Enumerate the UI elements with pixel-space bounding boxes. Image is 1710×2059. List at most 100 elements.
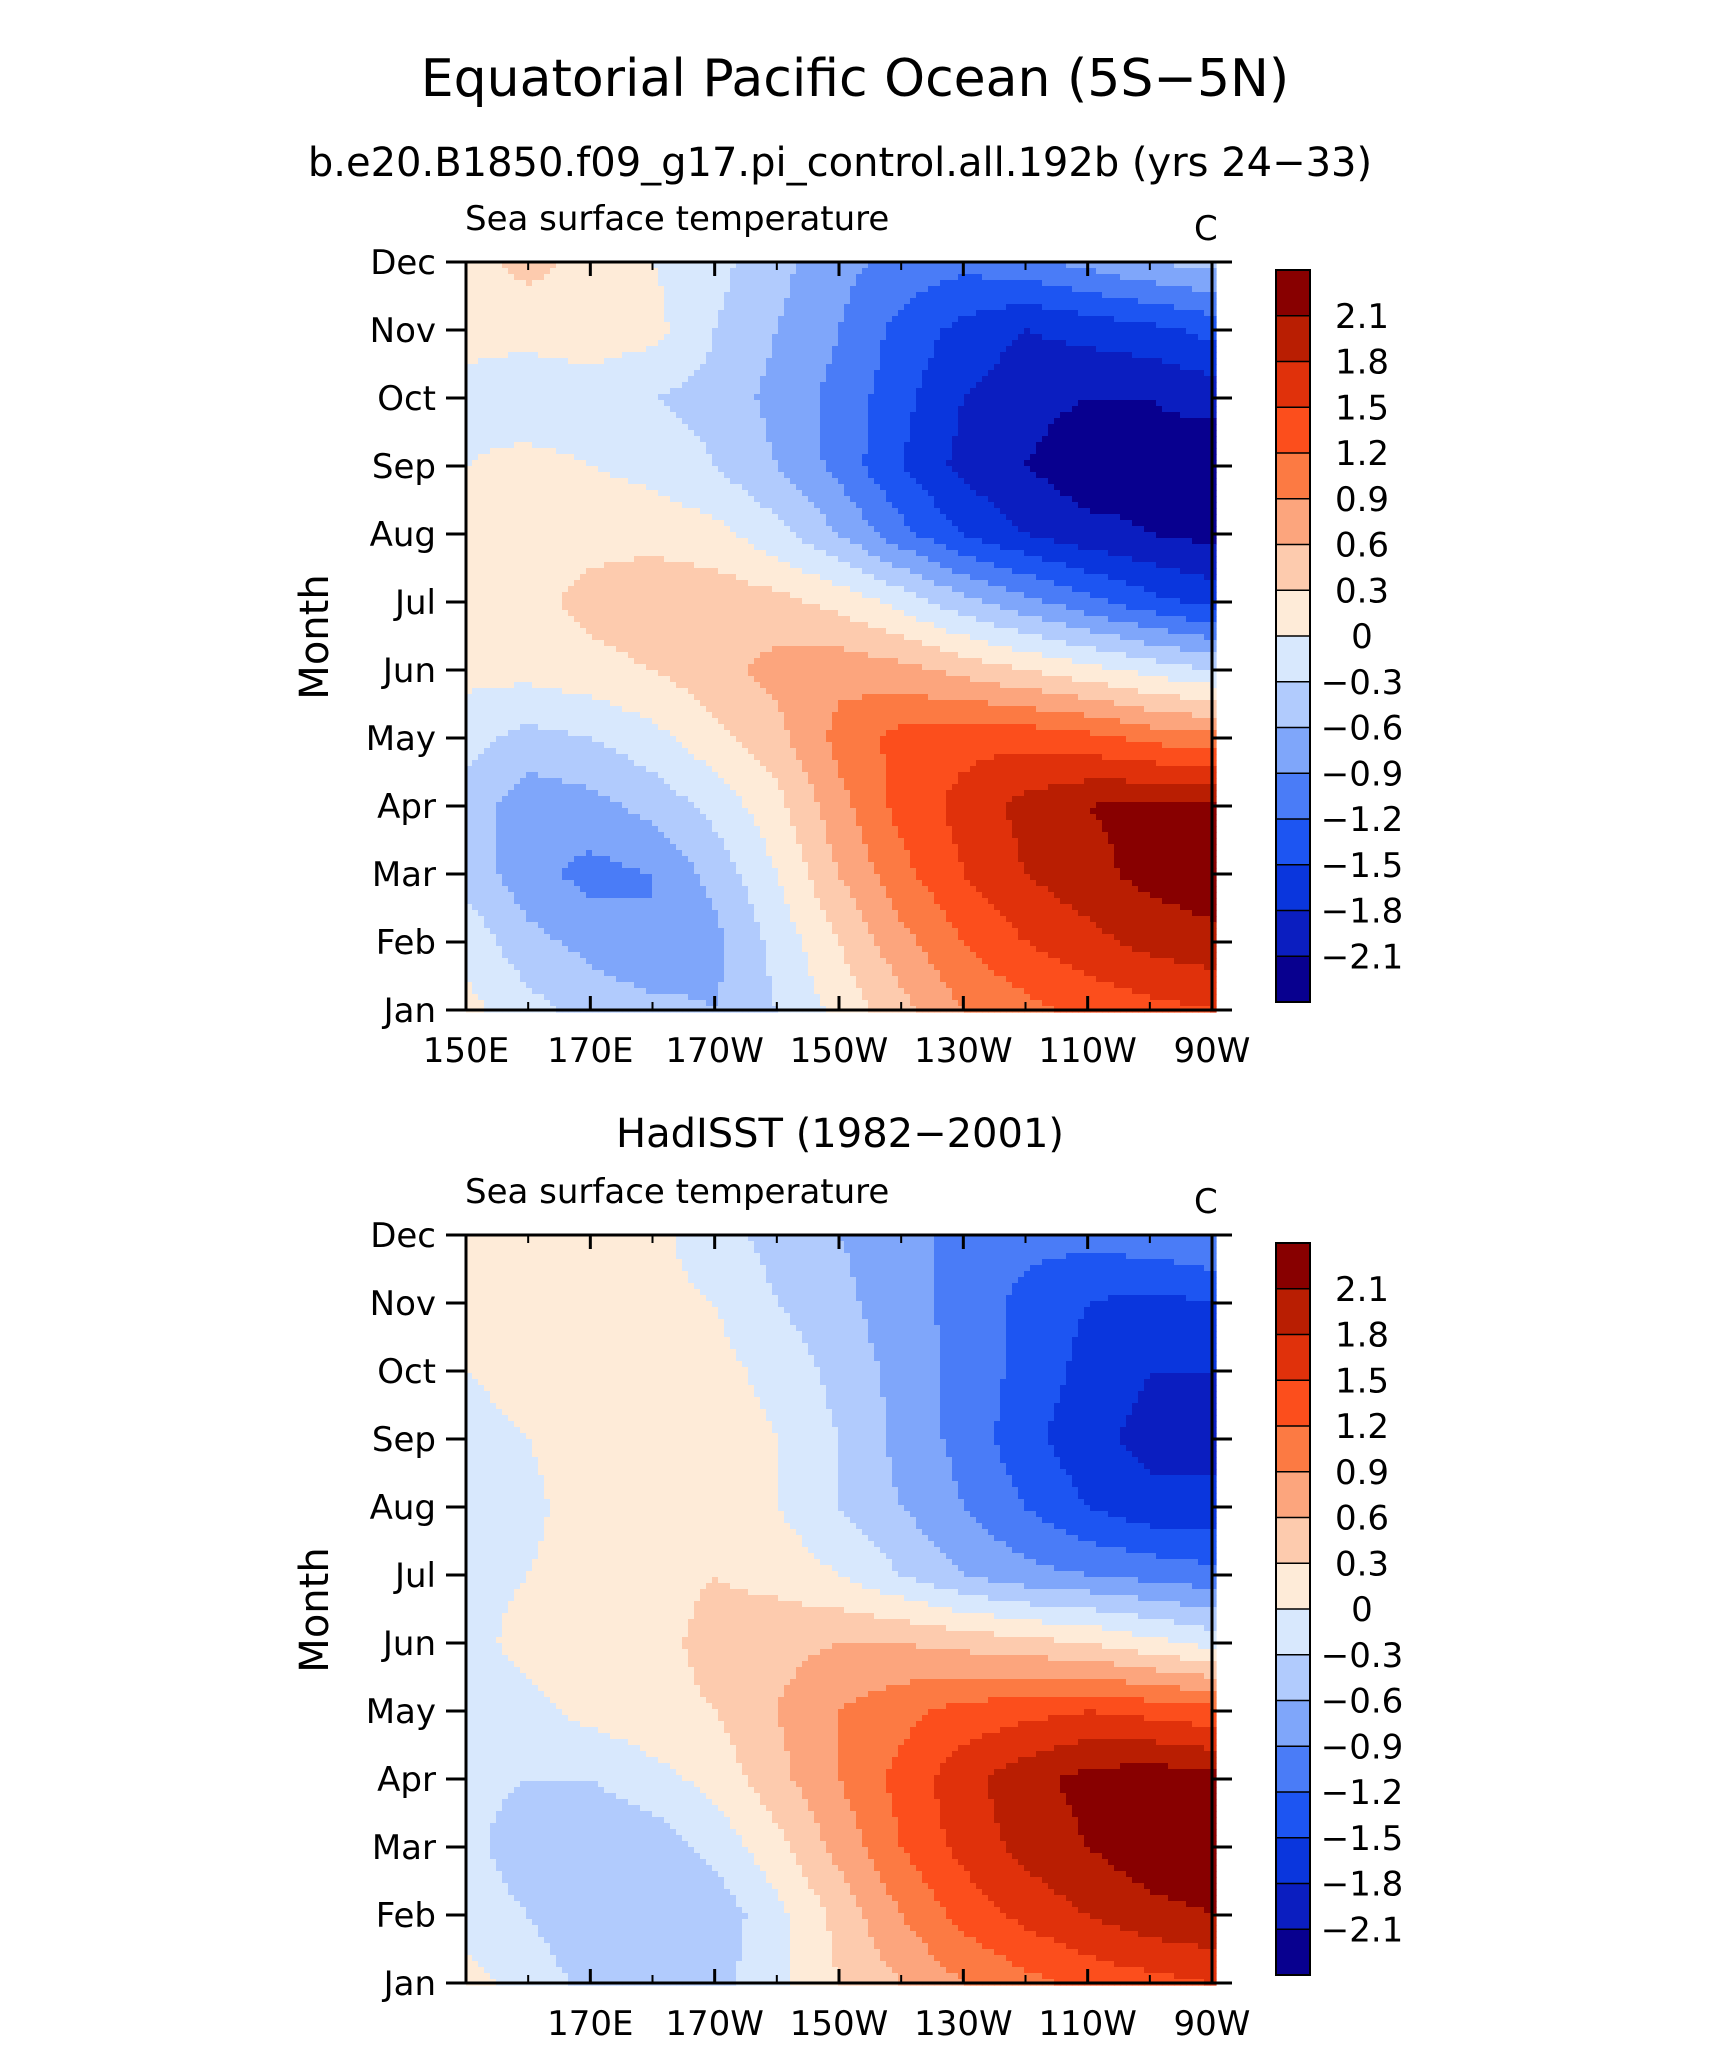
contour-cell xyxy=(1078,412,1085,419)
contour-cell xyxy=(670,418,677,425)
contour-cell xyxy=(628,346,635,353)
contour-cell xyxy=(766,328,773,335)
contour-cell xyxy=(1000,274,1007,281)
contour-cell xyxy=(892,352,899,359)
contour-cell xyxy=(1042,358,1049,365)
contour-cell xyxy=(892,400,899,407)
contour-cell xyxy=(784,340,791,347)
contour-cell xyxy=(502,304,509,311)
contour-cell xyxy=(616,346,623,353)
contour-cell xyxy=(1060,334,1067,341)
contour-cell xyxy=(838,304,845,311)
contour-cell xyxy=(514,358,521,365)
contour-cell xyxy=(1066,310,1073,317)
contour-cell xyxy=(886,292,893,299)
contour-cell xyxy=(1114,286,1121,293)
contour-cell xyxy=(1162,322,1169,329)
contour-cell xyxy=(772,400,779,407)
contour-cell xyxy=(952,346,959,353)
contour-cell xyxy=(934,346,941,353)
contour-cell xyxy=(520,352,527,359)
contour-cell xyxy=(1096,352,1103,359)
contour-cell xyxy=(1018,406,1025,413)
contour-cell xyxy=(1090,442,1097,449)
contour-cell xyxy=(1114,382,1121,389)
contour-cell xyxy=(790,346,797,353)
contour-cell xyxy=(1078,280,1085,287)
contour-cell xyxy=(910,358,917,365)
contour-cell xyxy=(1156,340,1163,347)
contour-cell xyxy=(952,370,959,377)
contour-cell xyxy=(1174,418,1181,425)
contour-cell xyxy=(676,352,683,359)
contour-cell xyxy=(892,328,899,335)
contour-cell xyxy=(826,370,833,377)
contour-cell xyxy=(580,340,587,347)
contour-cell xyxy=(1072,268,1079,275)
contour-cell xyxy=(1138,418,1145,425)
contour-cell xyxy=(652,406,659,413)
contour-cell xyxy=(652,286,659,293)
contour-cell xyxy=(502,280,509,287)
contour-cell xyxy=(1132,304,1139,311)
contour-cell xyxy=(1018,304,1025,311)
contour-cell xyxy=(754,430,761,437)
contour-cell xyxy=(1180,382,1187,389)
contour-cell xyxy=(610,280,617,287)
contour-cell xyxy=(1132,328,1139,335)
contour-cell xyxy=(802,286,809,293)
contour-cell xyxy=(742,310,749,317)
contour-cell xyxy=(1150,406,1157,413)
contour-cell xyxy=(868,310,875,317)
contour-cell xyxy=(502,358,509,365)
contour-cell xyxy=(748,340,755,347)
contour-cell xyxy=(1096,280,1103,287)
contour-cell xyxy=(910,376,917,383)
contour-cell xyxy=(1102,430,1109,437)
contour-cell xyxy=(1198,286,1205,293)
contour-cell xyxy=(472,304,479,311)
contour-cell xyxy=(718,442,725,449)
contour-cell xyxy=(1006,304,1013,311)
contour-cell xyxy=(838,394,845,401)
contour-cell xyxy=(898,280,905,287)
contour-cell xyxy=(1024,364,1031,371)
contour-cell xyxy=(1198,370,1205,377)
contour-cell xyxy=(1072,358,1079,365)
contour-cell xyxy=(592,370,599,377)
contour-cell xyxy=(712,292,719,299)
contour-cell xyxy=(820,430,827,437)
contour-cell xyxy=(1018,334,1025,341)
contour-cell xyxy=(562,292,569,299)
contour-cell xyxy=(1072,382,1079,389)
contour-cell xyxy=(670,268,677,275)
contour-cell xyxy=(520,304,527,311)
contour-cell xyxy=(694,322,701,329)
contour-cell xyxy=(1048,268,1055,275)
contour-cell xyxy=(1204,310,1211,317)
contour-cell xyxy=(850,382,857,389)
contour-cell xyxy=(856,424,863,431)
contour-cell xyxy=(820,280,827,287)
contour-cell xyxy=(1090,370,1097,377)
contour-cell xyxy=(700,436,707,443)
contour-cell xyxy=(580,322,587,329)
contour-cell xyxy=(1078,292,1085,299)
contour-cell xyxy=(874,370,881,377)
contour-cell xyxy=(982,316,989,323)
contour-cell xyxy=(898,436,905,443)
contour-cell xyxy=(682,352,689,359)
contour-cell xyxy=(910,394,917,401)
contour-cell xyxy=(904,274,911,281)
contour-cell xyxy=(730,370,737,377)
contour-cell xyxy=(1180,352,1187,359)
contour-cell xyxy=(856,274,863,281)
contour-cell xyxy=(994,346,1001,353)
contour-cell xyxy=(790,424,797,431)
contour-cell xyxy=(658,292,665,299)
contour-cell xyxy=(784,304,791,311)
contour-cell xyxy=(850,268,857,275)
contour-cell xyxy=(904,424,911,431)
contour-cell xyxy=(1048,334,1055,341)
contour-cell xyxy=(478,316,485,323)
